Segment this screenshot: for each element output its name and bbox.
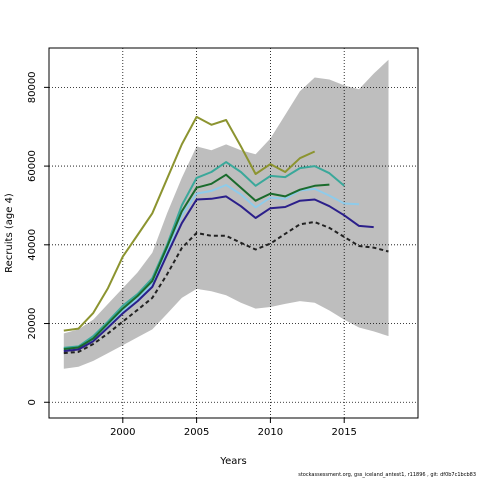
- series-lines: [63, 115, 389, 355]
- y-axis-label: Recruits (age 4): [4, 193, 15, 273]
- axes: 2000 2005 2010 2015 0 20000 40000 60000 80000: [27, 71, 357, 438]
- x-tick-label: 2000: [110, 427, 135, 438]
- series-line-4: [63, 173, 330, 351]
- y-tick-label: 80000: [27, 71, 38, 103]
- footer-credit: stockassessment.org, gss_iceland_antest1…: [298, 472, 476, 478]
- series-line-1: [63, 115, 316, 332]
- x-tick-label: 2005: [184, 427, 209, 438]
- series-line-5: [63, 195, 374, 353]
- y-tick-label: 0: [27, 399, 38, 405]
- y-tick-label: 40000: [27, 229, 38, 261]
- x-tick-label: 2015: [331, 427, 356, 438]
- plot-frame: [48, 47, 419, 419]
- y-tick-label: 60000: [27, 150, 38, 182]
- x-tick-label: 2010: [258, 427, 283, 438]
- y-tick-label: 20000: [27, 308, 38, 340]
- x-axis-label: Years: [219, 456, 246, 467]
- series-line-2: [63, 161, 345, 349]
- series-line-3: [63, 184, 360, 352]
